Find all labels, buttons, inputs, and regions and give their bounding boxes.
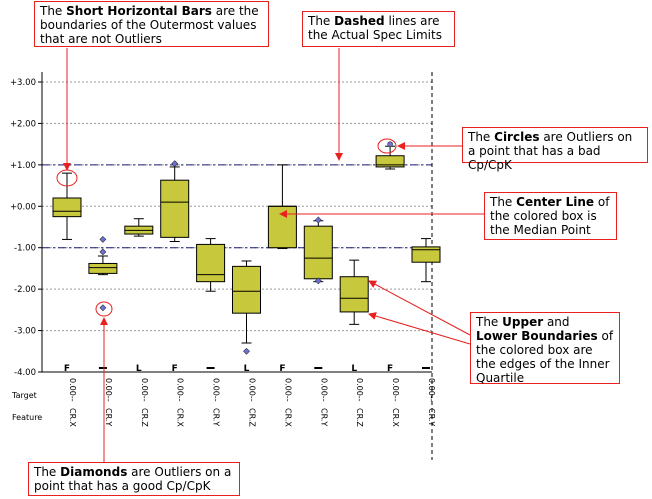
flag-mark (206, 367, 215, 369)
y-tick-label: +0.00 (10, 202, 36, 212)
feature-name-label: CR.Z (140, 408, 149, 427)
callout-center-line: The Center Line of the colored box is th… (484, 192, 617, 240)
feature-name-label: CR.Y (427, 408, 436, 426)
diamond-outlier (99, 304, 107, 312)
target-value-label: 0.00-- (212, 378, 221, 402)
diamond-outlier (243, 347, 250, 355)
flag-mark (422, 367, 430, 369)
flag-mark (314, 367, 323, 369)
callout-dashed-lines: The Dashed lines are the Actual Spec Lim… (302, 11, 455, 47)
target-value-label: 0.00-- (391, 378, 400, 402)
target-value-label: 0.00-- (104, 378, 113, 402)
target-value-label: 0.00-- (140, 378, 149, 402)
arrow-quartile-lower (368, 312, 471, 345)
target-value-label: 0.00-- (68, 378, 77, 402)
quartile-box (232, 265, 261, 314)
feature-row-label: Feature (12, 413, 42, 422)
feature-name-label: CR.X (68, 408, 77, 427)
quartile-box (375, 155, 405, 168)
feature-name-label: CR.X (176, 408, 185, 427)
diamond-outlier (171, 160, 179, 168)
flag-label: L (244, 364, 250, 374)
quartile-box (303, 225, 333, 280)
callout-circles: The Circles are Outliers on a point that… (462, 127, 648, 172)
flag-label: F (387, 364, 393, 374)
y-tick-label: -2.00 (14, 285, 36, 295)
target-value-label: 0.00-- (355, 378, 364, 402)
feature-name-label: CR.X (391, 408, 400, 427)
flag-label: F (172, 364, 178, 374)
quartile-box (339, 276, 369, 313)
y-tick-label: +2.00 (10, 119, 36, 129)
quartile-box (411, 246, 441, 263)
callout-diamonds: The Diamonds are Outliers on a point tha… (28, 462, 240, 496)
circle-outlier-highlight (377, 138, 397, 154)
flag-label: F (279, 364, 285, 374)
target-value-label: 0.00-- (319, 378, 328, 402)
callout-quartile: The Upper and Lower Boundaries of the co… (470, 312, 620, 385)
feature-name-label: CR.X (283, 408, 292, 427)
diamond-outlier (99, 248, 107, 256)
arrow-quartile-upper (368, 280, 471, 336)
flag-label: F (64, 364, 70, 374)
flag-label: L (136, 364, 142, 374)
circle-outlier (387, 141, 393, 147)
target-value-label: 0.00-- (427, 378, 436, 402)
target-row-label: Target (11, 391, 37, 400)
quartile-box (267, 205, 297, 249)
flag-label: L (351, 364, 357, 374)
y-tick-label: -3.00 (14, 327, 36, 337)
diamond-outlier (314, 216, 322, 224)
feature-name-label: CR.Y (104, 408, 113, 426)
quartile-box (160, 179, 190, 238)
flag-mark (98, 367, 107, 369)
target-value-label: 0.00-- (176, 378, 185, 402)
feature-name-label: CR.Y (319, 408, 328, 426)
target-value-label: 0.00-- (283, 378, 292, 402)
y-tick-label: -1.00 (14, 244, 36, 254)
diamond-highlight-circle (95, 301, 113, 317)
y-tick-label: +3.00 (10, 78, 36, 88)
feature-name-label: CR.Z (248, 408, 257, 427)
feature-name-label: CR.Y (212, 408, 221, 426)
callout-short-bars: The Short Horizontal Bars are the bounda… (34, 1, 269, 47)
quartile-box (88, 262, 118, 274)
target-value-label: 0.00-- (248, 378, 257, 402)
y-tick-label: +1.00 (10, 161, 36, 171)
quartile-box (52, 197, 82, 218)
diamond-outlier (99, 236, 107, 243)
y-tick-label: -4.00 (14, 368, 36, 378)
feature-name-label: CR.Z (355, 408, 364, 427)
diamond-outlier (314, 277, 322, 285)
quartile-box (196, 243, 226, 283)
